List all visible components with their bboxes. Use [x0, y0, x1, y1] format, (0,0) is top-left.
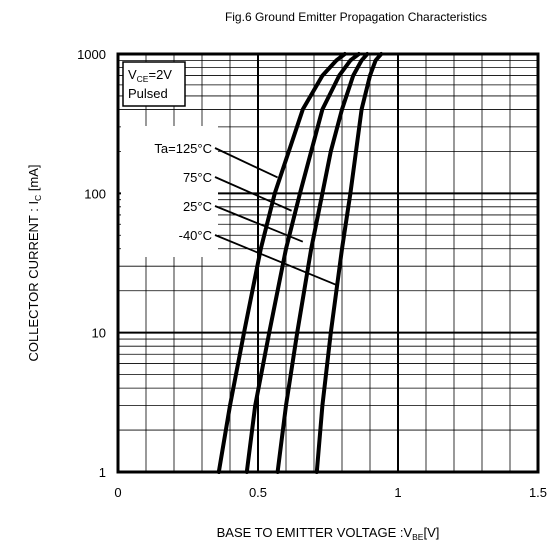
condition-box-line1: VCE=2V — [128, 67, 172, 84]
x-tick-label: 1 — [394, 485, 401, 500]
y-tick-label: 1 — [99, 465, 106, 480]
annotation-leader — [214, 147, 278, 179]
series-line — [244, 52, 361, 474]
condition-vce-subscript: CE — [137, 74, 149, 84]
x-tick-label: 1.5 — [529, 485, 547, 500]
major-gridlines — [118, 54, 538, 472]
x-axis-label-subscript: BE — [412, 532, 424, 542]
series-line — [314, 52, 384, 474]
plot-frame — [116, 52, 540, 474]
y-axis-label-subscript: C — [33, 195, 43, 201]
x-axis-label-main: BASE TO EMITTER VOLTAGE :V — [217, 525, 413, 540]
minor-gridlines — [118, 54, 538, 472]
y-tick-label: 100 — [84, 186, 106, 201]
annotation-label: -40°C — [179, 228, 212, 243]
annotation-leader — [214, 205, 304, 243]
series-line — [275, 52, 370, 474]
condition-box: VCE=2V Pulsed — [122, 61, 186, 107]
x-tick-label: 0.5 — [249, 485, 267, 500]
x-tick-labels: 0 0.5 1 1.5 — [114, 485, 547, 500]
annotation-label: 25°C — [183, 199, 212, 214]
data-curves — [216, 52, 384, 474]
x-tick-label: 0 — [114, 485, 121, 500]
annotation-leader — [214, 176, 292, 212]
series-line — [216, 52, 347, 474]
x-axis-label-unit: [V] — [423, 525, 439, 540]
annotation-label: Ta=125°C — [154, 141, 212, 156]
chart-title: Fig.6 Ground Emitter Propagation Charact… — [225, 10, 487, 24]
condition-box-line2: Pulsed — [128, 86, 168, 101]
condition-vce-symbol: V — [128, 67, 137, 82]
annotation-label: 75°C — [183, 170, 212, 185]
condition-box-frame — [122, 61, 186, 107]
y-axis-label-main: COLLECTOR CURRENT : I — [26, 201, 41, 362]
legend-backdrop — [121, 126, 218, 257]
y-axis-label: COLLECTOR CURRENT : IC [mA] — [26, 164, 43, 361]
x-axis-label: BASE TO EMITTER VOLTAGE :VBE[V] — [217, 525, 440, 542]
curve-annotations: Ta=125°C 75°C 25°C -40°C — [154, 141, 337, 286]
y-tick-labels: 1 10 100 1000 — [77, 47, 106, 480]
grid — [118, 54, 538, 472]
y-tick-label: 1000 — [77, 47, 106, 62]
y-axis-label-unit: [mA] — [26, 164, 41, 194]
annotation-leader — [214, 234, 337, 286]
condition-vce-value: =2V — [148, 67, 172, 82]
y-tick-label: 10 — [92, 326, 106, 341]
